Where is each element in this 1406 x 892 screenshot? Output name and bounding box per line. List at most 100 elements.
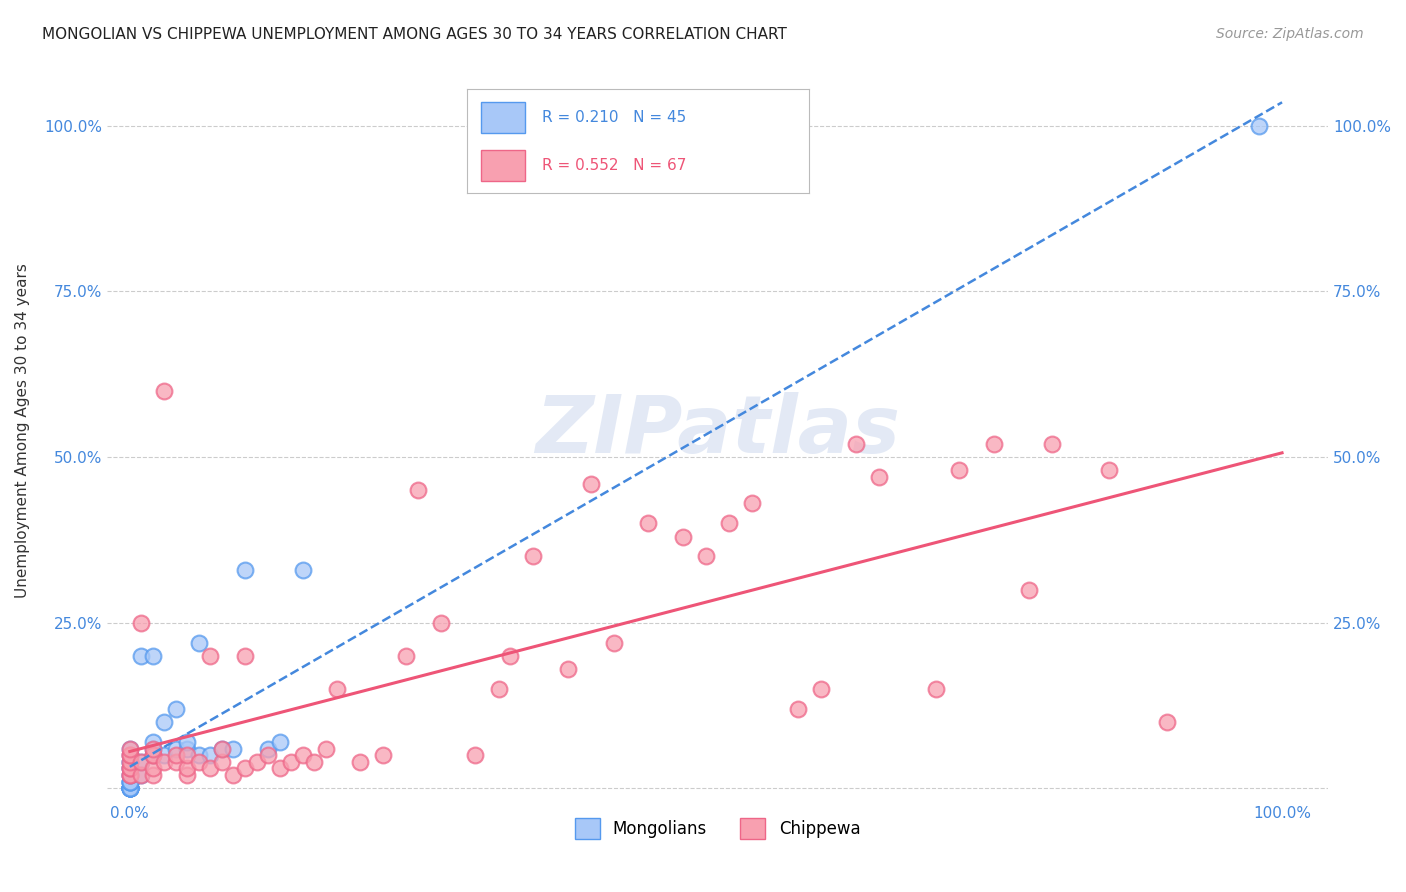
Point [118,748,141,763]
Point [211,741,233,756]
Point [153,384,176,398]
Point [165,741,187,756]
Point [118,768,141,782]
Point [211,741,233,756]
Point [142,741,165,756]
Point [257,748,280,763]
Point [118,781,141,796]
Point [269,761,291,775]
Point [118,748,141,763]
Point [349,755,371,769]
Point [302,755,325,769]
Point [118,781,141,796]
Point [557,662,579,676]
Point [315,741,337,756]
Point [579,476,602,491]
Point [165,755,187,769]
Point [925,681,948,696]
Point [165,702,187,716]
Point [118,761,141,775]
Point [269,735,291,749]
Point [153,755,176,769]
Legend: Mongolians, Chippewa: Mongolians, Chippewa [568,812,868,846]
Point [142,768,165,782]
Point [1018,582,1040,597]
Point [176,768,198,782]
Point [142,648,165,663]
Point [118,781,141,796]
Point [118,755,141,769]
Point [131,768,153,782]
Point [695,549,717,564]
Point [1040,437,1063,451]
Point [637,516,659,531]
Point [395,648,418,663]
Point [187,635,209,649]
Point [430,615,453,630]
Point [118,774,141,789]
Point [787,702,810,716]
Point [118,755,141,769]
Point [142,735,165,749]
Point [717,516,740,531]
Text: ZIPatlas: ZIPatlas [534,392,900,469]
Point [118,781,141,796]
Point [810,681,832,696]
Point [868,470,890,484]
Point [1098,463,1121,477]
Text: Source: ZipAtlas.com: Source: ZipAtlas.com [1216,27,1364,41]
Point [118,774,141,789]
Point [222,741,245,756]
Point [373,748,395,763]
Point [118,768,141,782]
Point [142,748,165,763]
Point [131,615,153,630]
Point [118,781,141,796]
Point [142,761,165,775]
Point [118,761,141,775]
Point [499,648,522,663]
Point [200,648,222,663]
Point [291,563,314,577]
Point [200,761,222,775]
Point [153,715,176,730]
Point [142,748,165,763]
Point [245,755,267,769]
Point [326,681,349,696]
Point [222,768,245,782]
Point [131,755,153,769]
Point [741,496,763,510]
Point [118,761,141,775]
Point [464,748,486,763]
Point [200,748,222,763]
Point [522,549,544,564]
Point [118,761,141,775]
Point [118,755,141,769]
Point [280,755,302,769]
Point [118,774,141,789]
Point [488,681,510,696]
Point [118,781,141,796]
Point [1247,119,1270,133]
Point [176,761,198,775]
Point [291,748,314,763]
Point [118,781,141,796]
Point [118,781,141,796]
Point [257,741,280,756]
Point [131,768,153,782]
Point [983,437,1005,451]
Point [131,755,153,769]
Point [153,748,176,763]
Point [187,755,209,769]
Point [233,563,256,577]
Point [211,755,233,769]
Point [142,741,165,756]
Point [672,530,695,544]
Point [131,648,153,663]
Y-axis label: Unemployment Among Ages 30 to 34 years: Unemployment Among Ages 30 to 34 years [15,263,30,598]
Text: MONGOLIAN VS CHIPPEWA UNEMPLOYMENT AMONG AGES 30 TO 34 YEARS CORRELATION CHART: MONGOLIAN VS CHIPPEWA UNEMPLOYMENT AMONG… [42,27,787,42]
Point [187,748,209,763]
Point [118,741,141,756]
Point [142,748,165,763]
Point [406,483,429,498]
